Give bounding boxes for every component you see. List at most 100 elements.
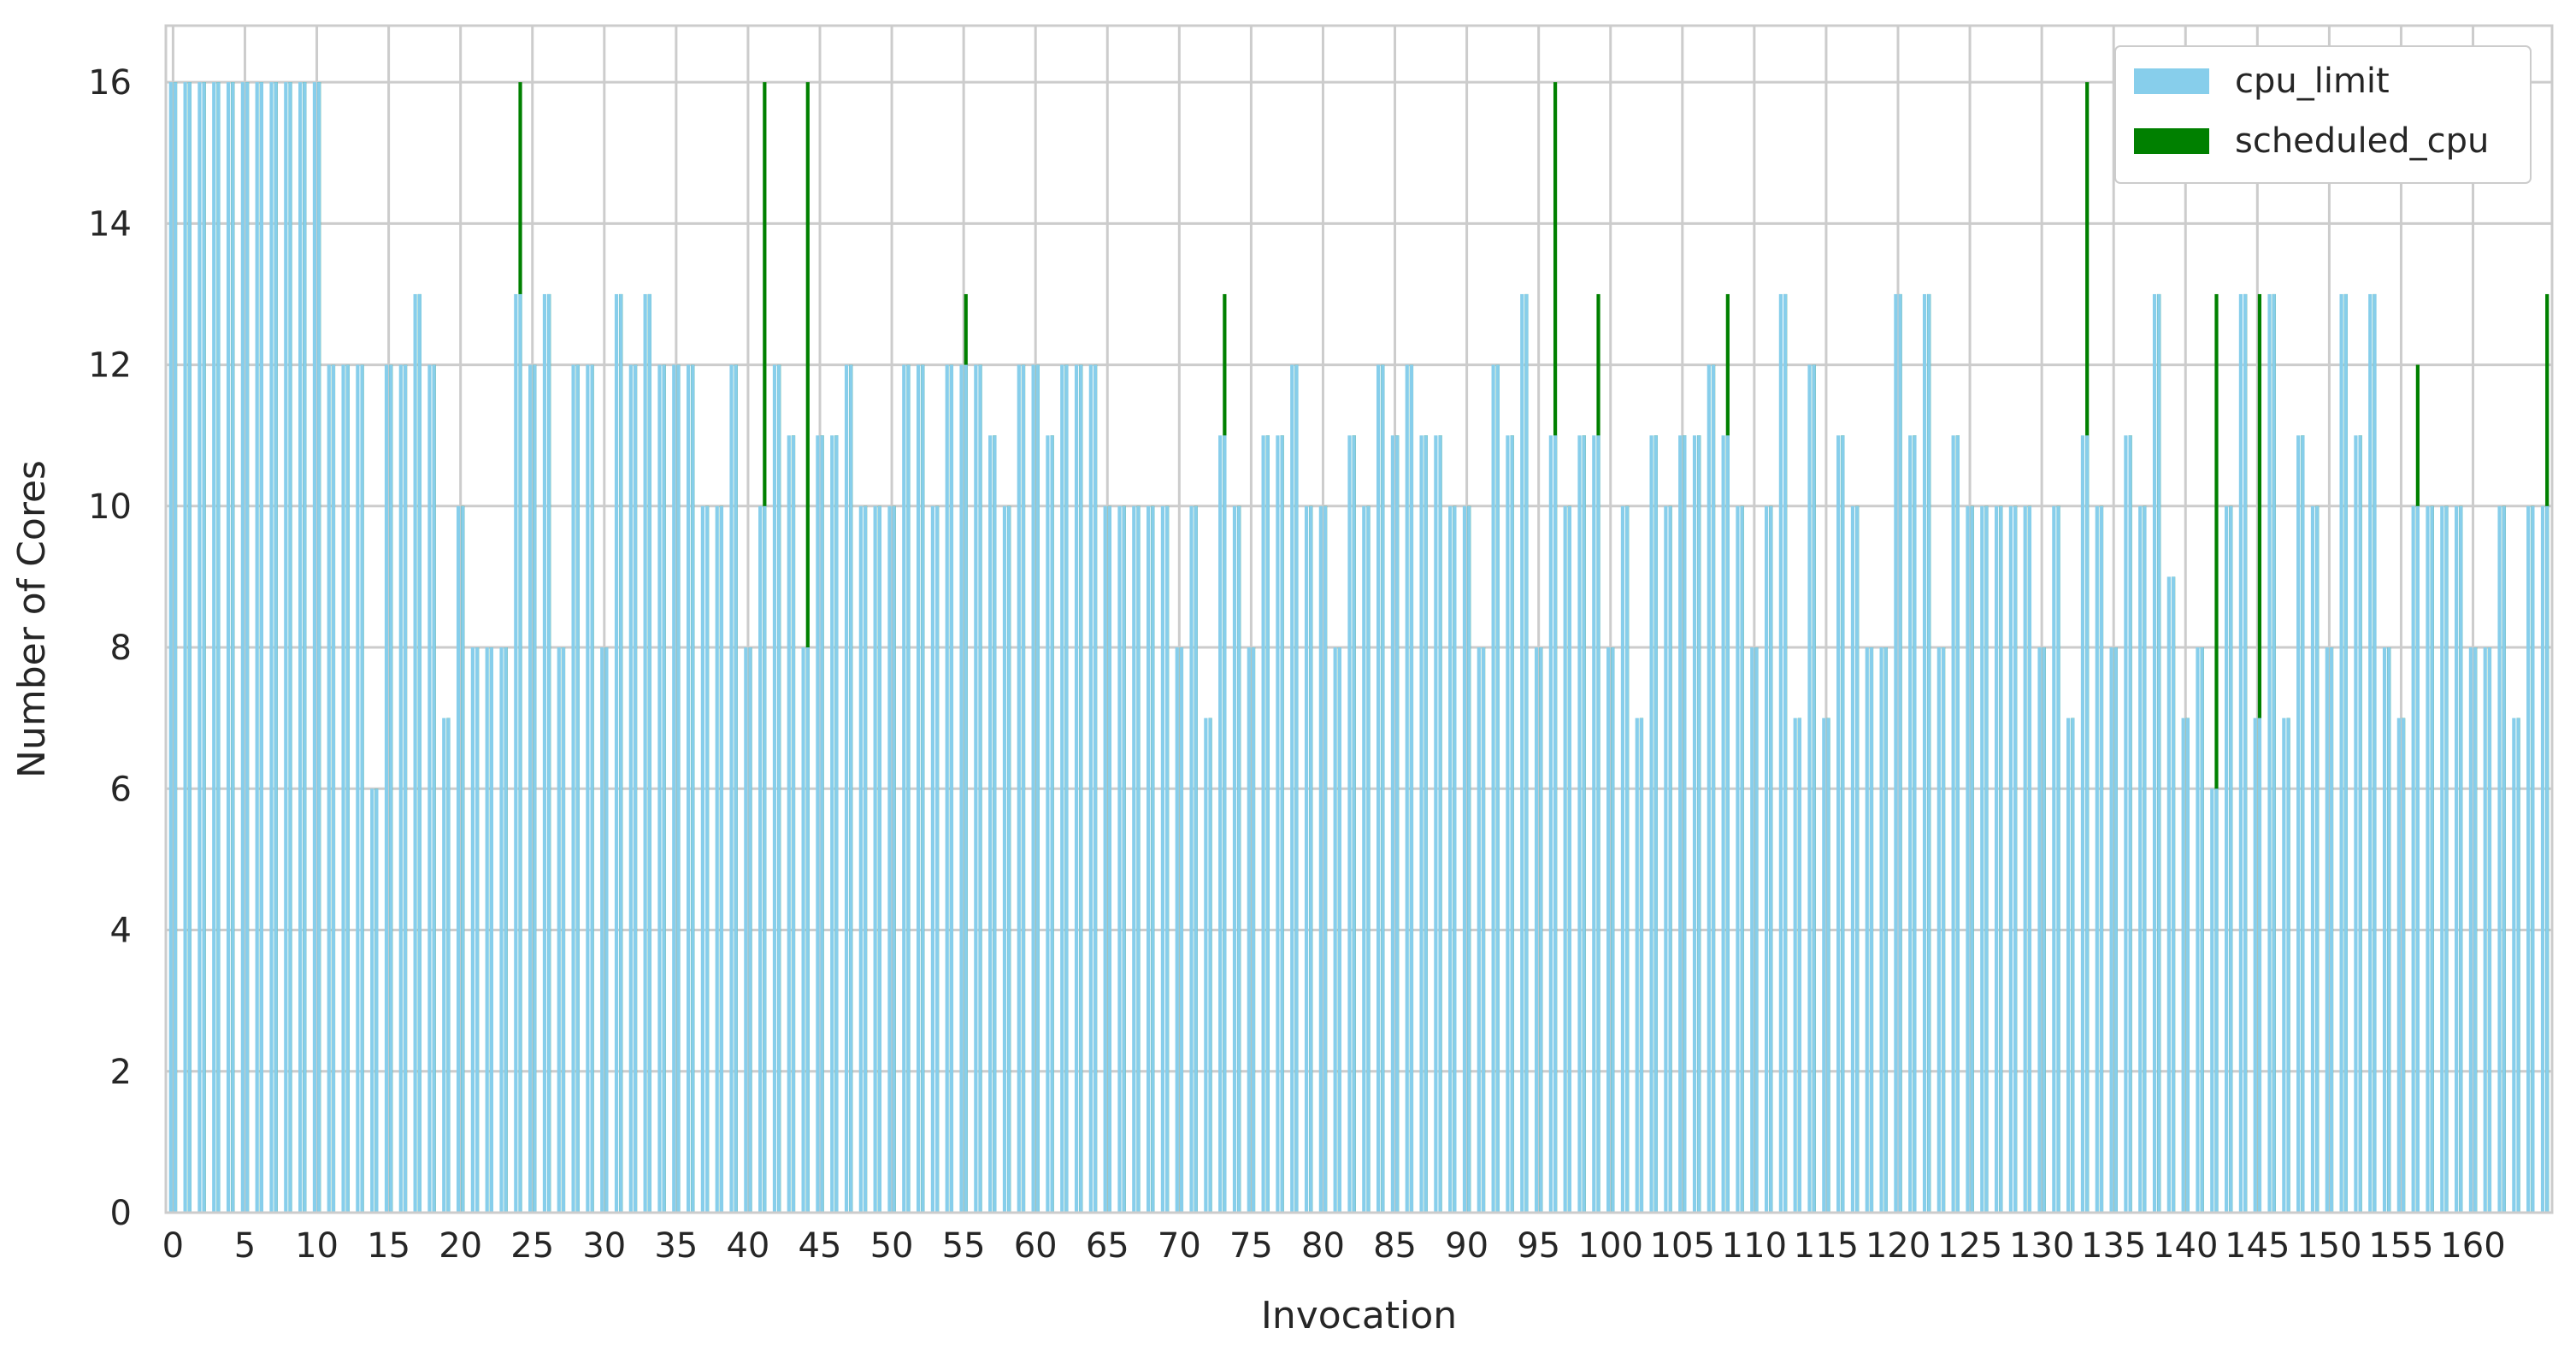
bar-scheduled-cpu-overlap [2185,717,2190,1213]
bar-cpu-limit [2468,647,2473,1213]
bar-scheduled-cpu-overlap [1869,647,1874,1213]
bar-scheduled-cpu-overlap [1151,505,1155,1213]
bar-scheduled-cpu-overlap [1021,364,1026,1213]
bar-scheduled-cpu-overlap [2502,505,2506,1213]
bar-scheduled-cpu-overlap [2487,647,2492,1213]
bar-scheduled-cpu-overlap [2013,505,2018,1213]
y-tick-label: 6 [110,770,132,809]
bar-cpu-limit [1707,364,1711,1213]
bar-scheduled-cpu-overlap [1280,435,1284,1213]
bar-cpu-limit [1117,505,1122,1213]
bar-scheduled-cpu-overlap [1567,505,1571,1213]
bar-scheduled-cpu-overlap [1683,435,1687,1213]
bar-cpu-limit [212,82,216,1213]
bar-cpu-limit [470,647,475,1213]
bar-scheduled-cpu-overlap [1323,505,1328,1213]
bar-scheduled-cpu-overlap [446,717,451,1213]
bar-scheduled-cpu-overlap [1453,505,1457,1213]
bar-scheduled-cpu-overlap [1725,435,1730,1213]
bar-scheduled-cpu-overlap [389,364,393,1213]
bar-scheduled-cpu-overlap [704,505,710,1213]
bar-scheduled-cpu-overlap [2444,505,2449,1213]
bar-scheduled-cpu-overlap [2229,505,2233,1213]
bar-cpu-limit [1060,364,1064,1213]
legend-label-cpu-limit: cpu_limit [2235,62,2390,101]
bar-cpu-limit [1232,505,1237,1213]
x-tick-label: 65 [1086,1226,1129,1266]
bar-cpu-limit [1520,293,1524,1213]
bar-scheduled-cpu-overlap [2286,717,2290,1213]
x-tick-label: 105 [1650,1226,1715,1266]
bar-scheduled-cpu-overlap [360,364,364,1213]
bar-scheduled-cpu-overlap [777,364,781,1213]
bar-scheduled-cpu-overlap [1107,505,1111,1213]
bar-cpu-limit [1247,647,1251,1213]
bar-scheduled-cpu-overlap [1424,435,1428,1213]
bar-scheduled-cpu-overlap [805,647,810,1213]
bar-scheduled-cpu-overlap [763,505,767,1213]
bar-scheduled-cpu-overlap [1711,364,1716,1213]
bar-cpu-limit [787,435,791,1213]
x-tick-label: 150 [2296,1226,2361,1266]
bar-cpu-limit [1405,364,1409,1213]
bar-cpu-limit [600,647,604,1213]
bar-scheduled-cpu-overlap [1999,505,2003,1213]
x-tick-label: 50 [870,1226,914,1266]
bar-cpu-limit [571,364,575,1213]
bar-scheduled-cpu-overlap [2157,293,2161,1213]
bar-cpu-limit [729,364,734,1213]
bar-scheduled-cpu-overlap [1898,293,1902,1213]
bar-cpu-limit [643,293,647,1213]
bar-cpu-limit [744,647,748,1213]
bar-scheduled-cpu-overlap [403,364,408,1213]
bar-cpu-limit [456,505,461,1213]
y-axis-ticks: 0 2 4 6 8 10 12 14 16 [88,63,132,1233]
bar-scheduled-cpu-overlap [1294,364,1299,1213]
bar-scheduled-cpu-overlap [2243,293,2248,1213]
bar-cpu-limit [2526,505,2531,1213]
bar-cpu-limit [844,364,849,1213]
bar-scheduled-cpu-overlap [2056,505,2060,1213]
bar-scheduled-cpu-overlap [1064,364,1069,1213]
bar-cpu-limit [1462,505,1467,1213]
bar-scheduled-cpu-overlap [1783,293,1788,1213]
bar-scheduled-cpu-overlap [2214,788,2219,1213]
x-tick-label: 95 [1517,1226,1560,1266]
bar-cpu-limit [356,364,360,1213]
bar-cpu-limit [1592,435,1596,1213]
bar-scheduled-cpu-overlap [1841,435,1845,1213]
bar-scheduled-cpu-overlap [1539,647,1543,1213]
bar-scheduled-cpu-overlap [2430,505,2434,1213]
bar-scheduled-cpu-overlap [2027,505,2032,1213]
bar-scheduled-cpu-overlap [1826,717,1830,1213]
bar-scheduled-cpu-overlap [1913,435,1917,1213]
bar-cpu-limit [1966,505,1970,1213]
y-tick-label: 8 [110,629,132,668]
bar-cpu-limit [1347,435,1352,1213]
bar-cpu-limit [930,505,935,1213]
bar-cpu-limit [959,364,964,1213]
bar-scheduled-cpu-overlap [2071,717,2075,1213]
bar-cpu-limit [1994,505,1999,1213]
bar-cpu-limit [485,647,489,1213]
x-tick-label: 110 [1722,1226,1787,1266]
bar-cpu-limit [1822,717,1826,1213]
bar-cpu-limit [514,293,518,1213]
bar-scheduled-cpu-overlap [2301,435,2305,1213]
bar-cpu-limit [2238,293,2243,1213]
x-tick-label: 80 [1301,1226,1345,1266]
bar-scheduled-cpu-overlap [345,364,350,1213]
bar-scheduled-cpu-overlap [274,82,278,1213]
y-tick-label: 0 [110,1194,132,1233]
bar-cpu-limit [2124,435,2128,1213]
bar-scheduled-cpu-overlap [1194,505,1198,1213]
bar-cpu-limit [269,82,274,1213]
bar-cpu-limit [2354,435,2358,1213]
bar-scheduled-cpu-overlap [863,505,868,1213]
bar-scheduled-cpu-overlap [964,364,968,1213]
bar-scheduled-cpu-overlap [303,82,307,1213]
bar-scheduled-cpu-overlap [259,82,263,1213]
bar-scheduled-cpu-overlap [1553,435,1558,1213]
bar-cpu-limit [2440,505,2444,1213]
bar-cpu-limit [370,788,374,1213]
